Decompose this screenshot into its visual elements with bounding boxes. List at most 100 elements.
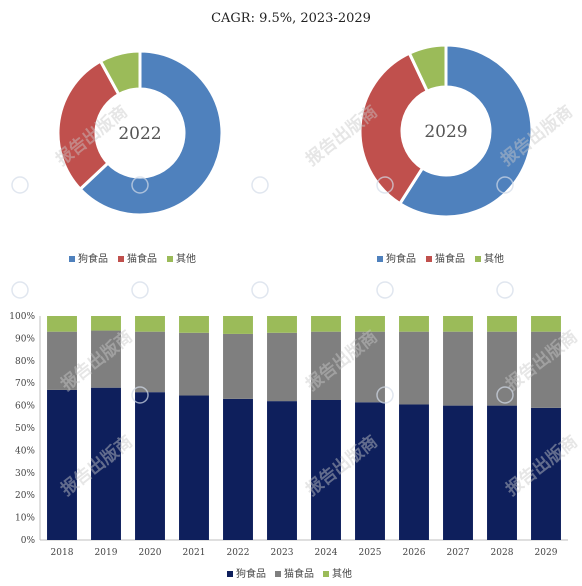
legend-swatch-1 — [426, 256, 432, 262]
bar-2028-0 — [487, 405, 517, 540]
watermark-logo-icon — [496, 281, 514, 299]
bar-2028-2 — [487, 316, 517, 332]
bar-2027-1 — [443, 331, 473, 406]
bar-2027-2 — [443, 316, 473, 332]
bar-2025-1 — [355, 331, 385, 403]
bar-2021-2 — [179, 316, 209, 333]
legend-swatch-0 — [69, 256, 75, 262]
bar-2019-1 — [91, 330, 121, 388]
watermark-logo-icon — [11, 176, 29, 194]
donut-legend-2029: 狗食品 猫食品 其他 — [377, 252, 504, 265]
watermark-logo-icon — [251, 176, 269, 194]
x-tick-label: 2021 — [183, 548, 206, 558]
x-tick-label: 2019 — [95, 548, 118, 558]
x-tick-label: 2026 — [403, 548, 426, 558]
legend-swatch-2 — [323, 571, 329, 577]
page-title: CAGR: 9.5%, 2023-2029 — [211, 11, 371, 26]
bar-2018-1 — [47, 331, 77, 390]
bar-2028-1 — [487, 331, 517, 406]
stacked-bar-chart: 0% 10% 20% 30% 40% 50% 60% 70% 80% 90% 100% 2018 201… — [9, 312, 568, 558]
y-tick-label: 70% — [15, 379, 35, 389]
watermark-logo-icon — [131, 176, 149, 194]
watermark-logo-icon — [376, 386, 394, 404]
legend-label: 狗食品 — [236, 567, 266, 580]
y-tick-label: 20% — [15, 491, 35, 501]
legend-swatch-0 — [227, 571, 233, 577]
y-tick-label: 90% — [15, 334, 35, 344]
bar-legend: 狗食品 猫食品 其他 — [227, 567, 352, 580]
legend-label: 其他 — [484, 252, 504, 265]
donut-slice-2022-2 — [98, 49, 142, 97]
legend-label: 猫食品 — [127, 252, 157, 265]
bar-2019-0 — [91, 387, 121, 540]
bar-2025-0 — [355, 402, 385, 540]
bar-2029-2 — [531, 316, 561, 332]
donut-center-label: 2022 — [118, 124, 161, 144]
x-tick-label: 2023 — [271, 548, 294, 558]
x-tick-label: 2020 — [139, 548, 162, 558]
bar-2024-0 — [311, 400, 341, 540]
bar-2022-2 — [223, 316, 253, 334]
donut-center-label: 2029 — [424, 122, 467, 142]
y-tick-label: 30% — [15, 469, 35, 479]
bar-2021-1 — [179, 332, 209, 396]
y-tick-label: 60% — [15, 402, 35, 412]
watermark-logo-icon — [251, 281, 269, 299]
donut-slice-2029-0 — [397, 43, 534, 219]
bar-2024-2 — [311, 316, 341, 332]
bar-2025-2 — [355, 316, 385, 332]
bar-2026-2 — [399, 316, 429, 332]
legend-label: 狗食品 — [78, 252, 108, 265]
donut-slice-2029-2 — [407, 43, 448, 94]
y-tick-label: 50% — [15, 424, 35, 434]
donut-slice-2029-1 — [358, 51, 430, 206]
watermark-logo-icon — [376, 281, 394, 299]
y-tick-label: 10% — [15, 514, 35, 524]
legend-label: 其他 — [176, 252, 196, 265]
donut-chart-2029: 2029 — [358, 43, 534, 219]
bar-2023-0 — [267, 401, 297, 540]
bar-2020-0 — [135, 392, 165, 540]
legend-swatch-0 — [377, 256, 383, 262]
legend-swatch-1 — [118, 256, 124, 262]
y-tick-label: 80% — [15, 357, 35, 367]
bar-2024-1 — [311, 331, 341, 400]
legend-label: 猫食品 — [435, 252, 465, 265]
bar-2027-0 — [443, 405, 473, 540]
watermark-logo-icon — [496, 176, 514, 194]
bar-2026-0 — [399, 404, 429, 540]
y-tick-label: 100% — [9, 312, 35, 322]
watermark-logo-icon — [376, 176, 394, 194]
x-tick-label: 2027 — [447, 548, 470, 558]
bar-2018-0 — [47, 389, 77, 540]
donut-chart-2022: 2022 — [56, 49, 224, 217]
x-tick-label: 2018 — [51, 548, 74, 558]
bar-2022-1 — [223, 333, 253, 399]
x-tick-label: 2025 — [359, 548, 382, 558]
x-tick-label: 2029 — [535, 548, 558, 558]
y-tick-label: 40% — [15, 446, 35, 456]
x-tick-label: 2022 — [227, 548, 250, 558]
donut-slice-2022-0 — [78, 49, 224, 217]
x-tick-label: 2024 — [315, 548, 338, 558]
watermark-logo-icon — [131, 281, 149, 299]
legend-swatch-1 — [275, 571, 281, 577]
bar-2019-2 — [91, 316, 121, 331]
watermark-logo-icon — [11, 281, 29, 299]
donut-slice-2022-1 — [56, 59, 121, 192]
bar-2020-2 — [135, 316, 165, 332]
legend-swatch-2 — [167, 256, 173, 262]
bar-2023-2 — [267, 316, 297, 333]
legend-label: 狗食品 — [386, 252, 416, 265]
donut-legend-2022: 狗食品 猫食品 其他 — [69, 252, 196, 265]
y-tick-label: 0% — [21, 536, 36, 546]
bar-2029-0 — [531, 407, 561, 540]
legend-label: 猫食品 — [284, 567, 314, 580]
bar-2021-0 — [179, 395, 209, 540]
bar-2026-1 — [399, 331, 429, 405]
bar-2018-2 — [47, 316, 77, 332]
legend-label: 其他 — [332, 567, 352, 580]
bar-2020-1 — [135, 331, 165, 393]
bar-2022-0 — [223, 398, 253, 540]
